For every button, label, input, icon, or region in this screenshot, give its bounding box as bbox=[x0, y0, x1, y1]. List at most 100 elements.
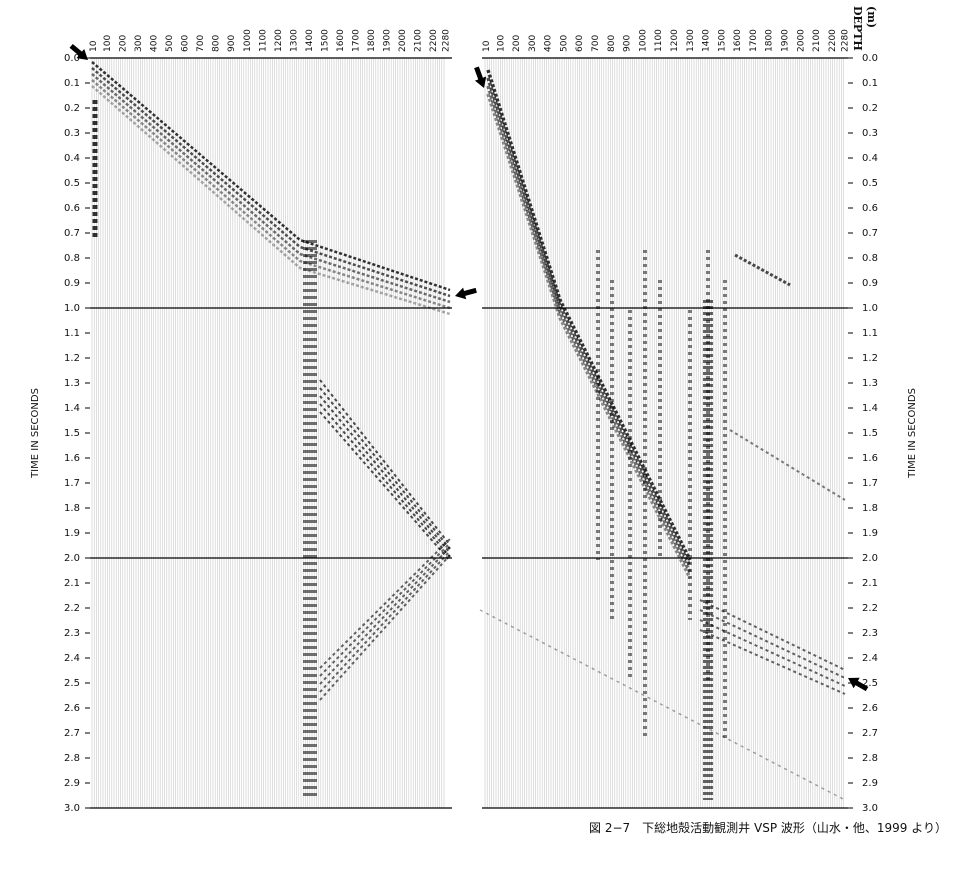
depth-label: 1100 bbox=[258, 29, 268, 52]
wave-event bbox=[319, 411, 451, 562]
depth-label: 900 bbox=[623, 35, 633, 52]
time-label: 1.2 bbox=[64, 353, 80, 364]
wave-event bbox=[699, 599, 846, 671]
depth-label: 1900 bbox=[383, 29, 393, 52]
time-label: 1.3 bbox=[862, 378, 878, 389]
wave-event bbox=[319, 379, 451, 546]
time-label: 0.8 bbox=[862, 253, 878, 264]
depth-label: 900 bbox=[227, 35, 237, 52]
time-label: 2.7 bbox=[64, 728, 80, 739]
wave-event bbox=[319, 550, 451, 693]
time-label: 2.7 bbox=[862, 728, 878, 739]
depth-label: 600 bbox=[575, 35, 585, 52]
time-label: 3.0 bbox=[862, 803, 878, 814]
depth-label: 500 bbox=[165, 35, 175, 52]
time-label: 1.3 bbox=[64, 378, 80, 389]
caption: 図 2−7 下総地殻活動観測井 VSP 波形（山水・他、1999 より） bbox=[589, 821, 947, 835]
wave-event bbox=[319, 546, 451, 685]
time-label: 0.4 bbox=[64, 153, 80, 164]
depth-label: 1500 bbox=[320, 29, 330, 52]
time-label: 0.3 bbox=[64, 128, 80, 139]
depth-label: 400 bbox=[150, 35, 160, 52]
time-label: 1.1 bbox=[862, 328, 878, 339]
arrow bbox=[848, 677, 869, 692]
time-label: 0.1 bbox=[64, 78, 80, 89]
time-label: 0.0 bbox=[862, 53, 878, 64]
time-label: 0.7 bbox=[862, 228, 878, 239]
depth-label: 200 bbox=[512, 35, 522, 52]
wave-event bbox=[319, 538, 451, 669]
time-label: 1.5 bbox=[64, 428, 80, 439]
time-label: 2.1 bbox=[64, 578, 80, 589]
time-label: 1.1 bbox=[64, 328, 80, 339]
time-label: 0.4 bbox=[862, 153, 878, 164]
depth-label: 2100 bbox=[812, 29, 822, 52]
time-label: 2.2 bbox=[862, 603, 878, 614]
wave-event bbox=[729, 429, 846, 501]
time-label: 1.5 bbox=[862, 428, 878, 439]
wave-event bbox=[699, 629, 846, 695]
depth-label: 10 bbox=[89, 40, 99, 52]
time-label: 1.6 bbox=[862, 453, 878, 464]
time-label: 1.0 bbox=[64, 303, 80, 314]
depth-label: 400 bbox=[544, 35, 554, 52]
depth-label: 2100 bbox=[414, 29, 424, 52]
time-label: 3.0 bbox=[64, 803, 80, 814]
time-label: 2.4 bbox=[64, 653, 80, 664]
depth-label: 200 bbox=[119, 35, 129, 52]
time-label: 1.9 bbox=[64, 528, 80, 539]
wave-event bbox=[319, 554, 451, 701]
time-label: 2.3 bbox=[64, 628, 80, 639]
wave-event bbox=[699, 619, 846, 687]
depth-label: 1100 bbox=[654, 29, 664, 52]
time-label: 1.4 bbox=[64, 403, 80, 414]
depth-label: 10 bbox=[482, 40, 492, 52]
wave-event bbox=[699, 609, 846, 679]
time-label: 2.6 bbox=[64, 703, 80, 714]
depth-label: 2200 bbox=[828, 29, 838, 52]
arrow bbox=[474, 66, 487, 88]
wave-event bbox=[91, 73, 451, 304]
time-label: 2.8 bbox=[862, 753, 878, 764]
wave-event bbox=[734, 253, 791, 287]
depth-label: 2280 bbox=[841, 29, 851, 52]
time-axis-title: TIME IN SECONDS bbox=[30, 388, 41, 479]
time-label: 2.0 bbox=[862, 553, 878, 564]
depth-label: 2000 bbox=[398, 29, 408, 52]
time-label: 0.6 bbox=[862, 203, 878, 214]
depth-label: 600 bbox=[181, 35, 191, 52]
depth-unit: (m) bbox=[865, 6, 878, 28]
time-label: 1.7 bbox=[862, 478, 878, 489]
time-label: 0.8 bbox=[64, 253, 80, 264]
time-label: 0.1 bbox=[862, 78, 878, 89]
wave-event bbox=[486, 69, 692, 561]
wave-event bbox=[319, 395, 451, 554]
depth-label: 1900 bbox=[781, 29, 791, 52]
time-label: 1.2 bbox=[862, 353, 878, 364]
arrow bbox=[69, 43, 88, 60]
time-label: 2.2 bbox=[64, 603, 80, 614]
time-label: 0.6 bbox=[64, 203, 80, 214]
depth-label: 1200 bbox=[670, 29, 680, 52]
wave-event bbox=[319, 387, 451, 550]
time-label: 2.9 bbox=[862, 778, 878, 789]
time-label: 1.8 bbox=[862, 503, 878, 514]
time-label: 0.9 bbox=[64, 278, 80, 289]
depth-label: 1400 bbox=[305, 29, 315, 52]
time-label: 2.6 bbox=[862, 703, 878, 714]
time-label: 0.2 bbox=[64, 103, 80, 114]
time-label: 2.9 bbox=[64, 778, 80, 789]
time-label: 0.3 bbox=[862, 128, 878, 139]
time-label: 1.9 bbox=[862, 528, 878, 539]
wave-event bbox=[486, 85, 692, 573]
time-label: 2.4 bbox=[862, 653, 878, 664]
depth-label: 1600 bbox=[733, 29, 743, 52]
time-label: 1.0 bbox=[862, 303, 878, 314]
wave-event bbox=[486, 77, 692, 567]
depth-label: 1400 bbox=[702, 29, 712, 52]
time-label: 1.8 bbox=[64, 503, 80, 514]
depth-label: 1200 bbox=[274, 29, 284, 52]
arrow bbox=[455, 287, 477, 300]
depth-label: 500 bbox=[559, 35, 569, 52]
